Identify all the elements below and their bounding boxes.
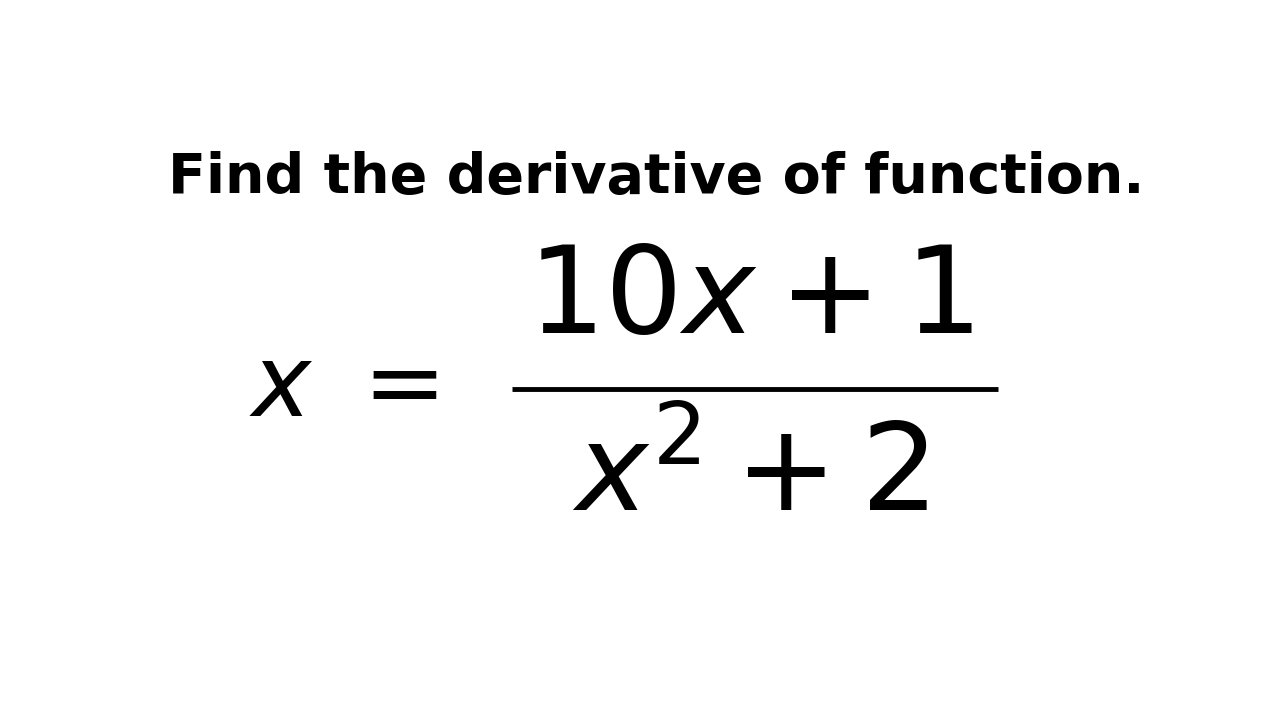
Text: Find the derivative of function.: Find the derivative of function. [168,151,1144,205]
Text: $x\ =$: $x\ =$ [250,340,438,437]
Text: $x^2 + 2$: $x^2 + 2$ [572,419,928,536]
Text: $10x + 1$: $10x + 1$ [527,241,974,359]
